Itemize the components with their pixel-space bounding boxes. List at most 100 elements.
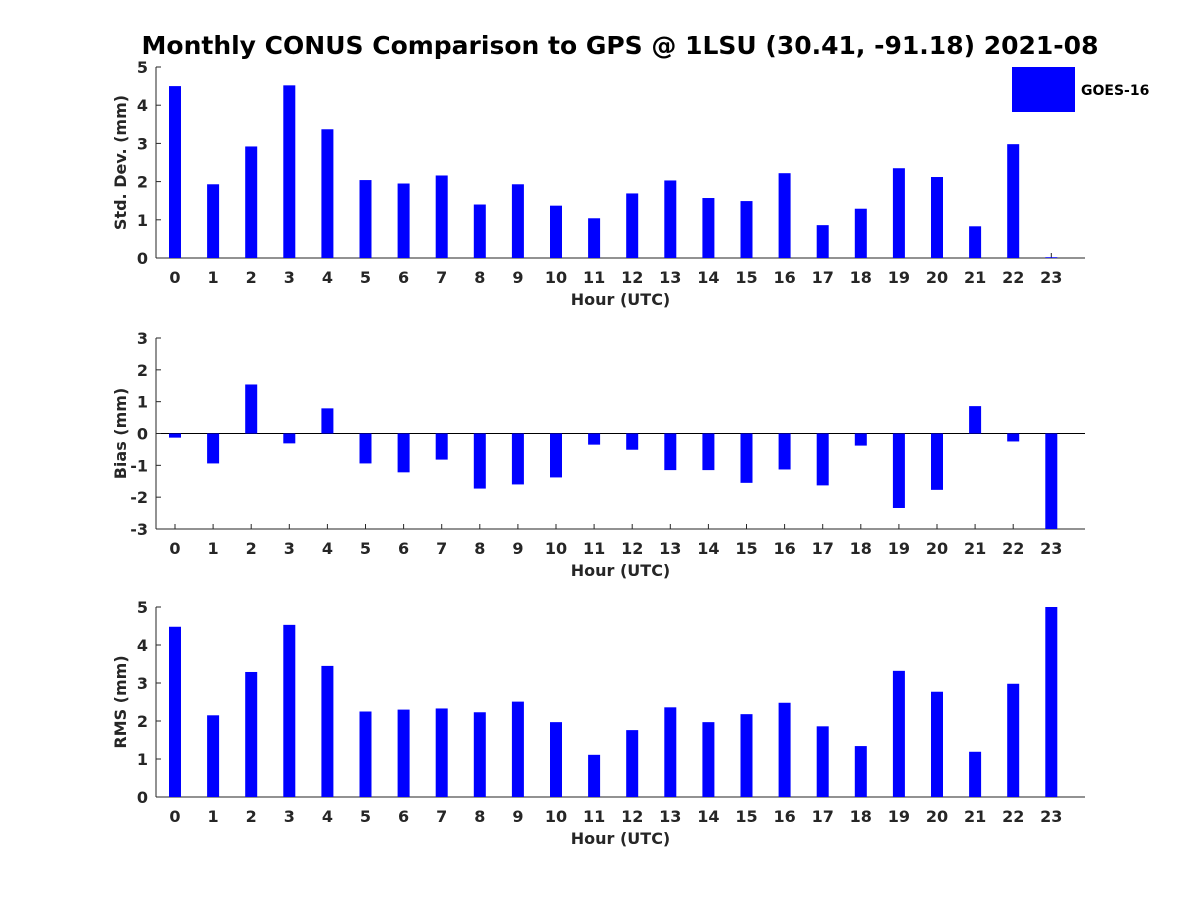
bar xyxy=(816,726,829,797)
bar xyxy=(664,707,677,797)
x-tick-label: 0 xyxy=(169,807,180,826)
bar xyxy=(245,671,258,797)
bar xyxy=(321,408,334,434)
chart-title: Monthly CONUS Comparison to GPS @ 1LSU (… xyxy=(142,31,1099,60)
x-tick-label: 10 xyxy=(545,807,567,826)
y-tick-label: 1 xyxy=(137,750,148,769)
y-tick-label: 5 xyxy=(137,58,148,77)
bar xyxy=(854,746,867,797)
bar xyxy=(626,433,639,450)
bar xyxy=(969,406,982,434)
bar xyxy=(1007,144,1020,258)
y-tick-label: -3 xyxy=(130,520,148,539)
x-tick-label: 4 xyxy=(322,539,333,558)
x-tick-label: 3 xyxy=(284,807,295,826)
x-tick-label: 7 xyxy=(436,268,447,287)
bar xyxy=(397,183,410,258)
bar xyxy=(473,712,486,797)
y-tick-label: 2 xyxy=(137,712,148,731)
bar xyxy=(626,193,639,258)
x-tick-label: 16 xyxy=(773,807,795,826)
bar xyxy=(321,665,334,797)
bar xyxy=(664,433,677,471)
x-tick-label: 1 xyxy=(208,268,219,287)
x-tick-label: 13 xyxy=(659,268,681,287)
legend: GOES-16 xyxy=(1012,67,1149,112)
x-tick-label: 11 xyxy=(583,539,605,558)
bar xyxy=(740,433,753,483)
y-tick-label: 0 xyxy=(137,425,148,444)
x-tick-label: 2 xyxy=(246,807,257,826)
bar xyxy=(245,146,258,258)
x-tick-label: 12 xyxy=(621,539,643,558)
bar xyxy=(892,433,905,508)
x-tick-label: 13 xyxy=(659,807,681,826)
x-tick-label: 6 xyxy=(398,539,409,558)
x-tick-label: 21 xyxy=(964,807,986,826)
bar xyxy=(626,730,639,797)
bar xyxy=(245,384,258,434)
y-tick-label: 1 xyxy=(137,211,148,230)
y-tick-label: 5 xyxy=(137,598,148,617)
x-tick-label: 22 xyxy=(1002,807,1024,826)
bar xyxy=(359,433,372,464)
x-tick-label: 9 xyxy=(512,268,523,287)
bar xyxy=(969,751,982,797)
bar xyxy=(207,715,220,797)
bar xyxy=(550,722,562,797)
x-tick-label: 12 xyxy=(621,807,643,826)
x-tick-label: 7 xyxy=(436,807,447,826)
x-tick-label: 10 xyxy=(545,539,567,558)
bar xyxy=(169,433,181,438)
y-tick-label: 3 xyxy=(137,674,148,693)
x-tick-label: 14 xyxy=(697,807,719,826)
bar xyxy=(435,433,448,460)
bar xyxy=(854,208,867,258)
bar xyxy=(588,433,601,445)
x-tick-label: 9 xyxy=(512,807,523,826)
bar xyxy=(283,624,296,797)
y-tick-label: 4 xyxy=(137,636,148,655)
x-tick-label: 15 xyxy=(735,268,757,287)
x-tick-label: 19 xyxy=(888,268,910,287)
bar xyxy=(588,754,601,797)
x-tick-label: 5 xyxy=(360,539,371,558)
bar xyxy=(321,129,334,258)
x-tick-label: 7 xyxy=(436,539,447,558)
x-tick-label: 20 xyxy=(926,807,948,826)
x-axis-label: Hour (UTC) xyxy=(571,561,671,580)
bar xyxy=(816,433,829,486)
bar xyxy=(778,433,791,470)
x-tick-label: 1 xyxy=(208,807,219,826)
bar xyxy=(854,433,867,446)
bar xyxy=(511,184,524,258)
legend-label: GOES-16 xyxy=(1081,83,1149,99)
x-tick-label: 5 xyxy=(360,268,371,287)
bar xyxy=(702,198,715,258)
x-tick-label: 3 xyxy=(284,268,295,287)
bar xyxy=(778,173,791,258)
bar xyxy=(169,86,181,258)
y-axis-label: Std. Dev. (mm) xyxy=(111,95,130,230)
x-tick-label: 19 xyxy=(888,807,910,826)
bar xyxy=(931,177,943,258)
x-tick-label: 4 xyxy=(322,807,333,826)
x-tick-label: 3 xyxy=(284,539,295,558)
x-tick-label: 17 xyxy=(812,539,834,558)
bar xyxy=(969,226,982,258)
bar xyxy=(550,433,562,478)
bar xyxy=(207,184,220,258)
bar xyxy=(892,670,905,797)
bar xyxy=(1007,433,1020,442)
x-tick-label: 15 xyxy=(735,539,757,558)
bar xyxy=(397,709,410,797)
bar xyxy=(1045,433,1058,529)
x-tick-label: 21 xyxy=(964,539,986,558)
x-tick-label: 4 xyxy=(322,268,333,287)
bar xyxy=(283,85,296,258)
x-tick-label: 14 xyxy=(697,268,719,287)
x-tick-label: 11 xyxy=(583,268,605,287)
